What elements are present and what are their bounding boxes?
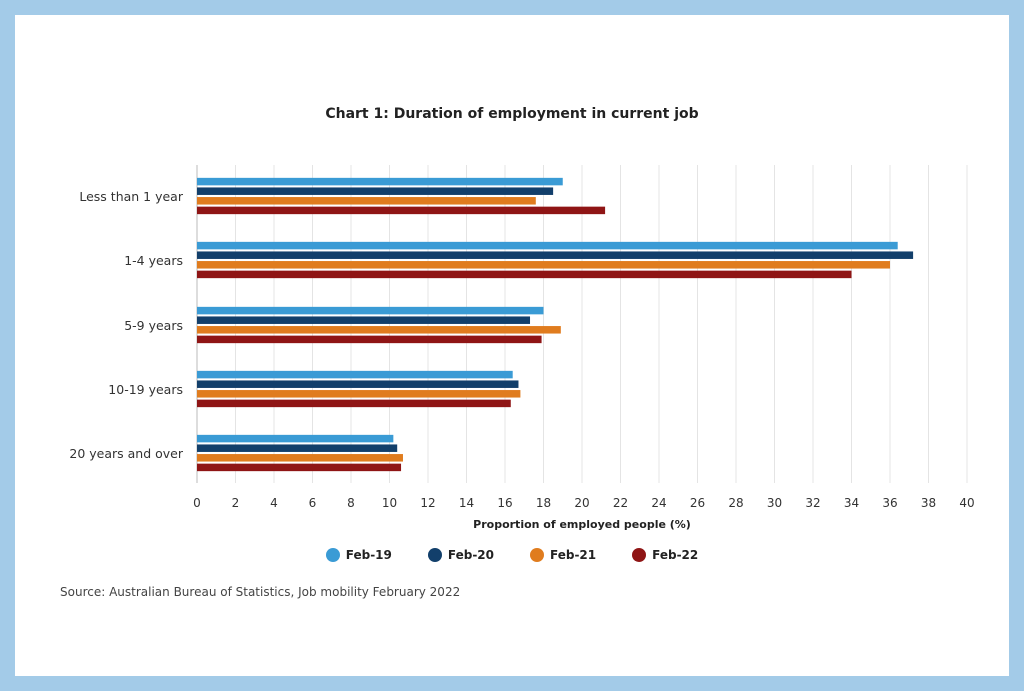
source-note: Source: Australian Bureau of Statistics,… [60, 585, 461, 599]
bar[interactable] [197, 270, 852, 279]
x-tick-label: 24 [651, 496, 666, 510]
x-tick-label: 20 [574, 496, 589, 510]
legend-item[interactable]: Feb-20 [427, 548, 494, 562]
bar[interactable] [197, 399, 511, 408]
bar[interactable] [197, 197, 536, 205]
legend-item[interactable]: Feb-22 [632, 548, 698, 562]
bar[interactable] [197, 187, 554, 195]
chart-card [15, 15, 1009, 676]
legend-label: Feb-22 [652, 548, 699, 562]
legend-swatch-icon [530, 548, 544, 562]
bar[interactable] [197, 241, 898, 250]
x-axis-label: Proportion of employed people (%) [473, 518, 691, 531]
category-label: 10-19 years [108, 382, 183, 397]
legend-swatch-icon [325, 548, 340, 562]
legend-item[interactable]: Feb-21 [530, 548, 596, 562]
chart-title: Chart 1: Duration of employment in curre… [325, 106, 699, 122]
category-label: 1-4 years [124, 253, 183, 268]
x-tick-label: 8 [347, 496, 355, 510]
bar[interactable] [197, 306, 544, 315]
x-tick-label: 4 [270, 496, 278, 510]
bar[interactable] [197, 261, 890, 269]
legend-swatch-icon [632, 548, 647, 562]
bar[interactable] [197, 454, 403, 462]
legend-item[interactable]: Feb-19 [325, 548, 392, 562]
x-tick-label: 14 [459, 496, 474, 510]
bar[interactable] [197, 335, 542, 344]
bar[interactable] [197, 326, 561, 334]
legend-label: Feb-21 [550, 548, 597, 562]
bar[interactable] [197, 206, 606, 215]
x-tick-label: 36 [882, 496, 897, 510]
category-label: 5-9 years [124, 318, 183, 333]
x-tick-label: 34 [844, 496, 859, 510]
x-tick-label: 10 [382, 496, 397, 510]
bar[interactable] [197, 177, 563, 186]
bar[interactable] [197, 434, 394, 443]
bar[interactable] [197, 390, 521, 398]
bar[interactable] [197, 463, 402, 472]
x-tick-label: 2 [232, 496, 240, 510]
x-tick-label: 18 [536, 496, 551, 510]
category-label: Less than 1 year [79, 189, 183, 204]
x-tick-label: 12 [420, 496, 435, 510]
x-tick-label: 0 [193, 496, 201, 510]
legend: Feb-19 Feb-20 Feb-21 Feb-22 [0, 548, 1024, 562]
legend-label: Feb-19 [345, 548, 392, 562]
bar[interactable] [197, 316, 531, 324]
legend-swatch-icon [427, 548, 442, 562]
bar[interactable] [197, 370, 513, 379]
legend-label: Feb-20 [447, 548, 494, 562]
x-tick-label: 40 [959, 496, 974, 510]
x-tick-label: 38 [921, 496, 936, 510]
x-tick-label: 28 [728, 496, 743, 510]
bar[interactable] [197, 251, 914, 259]
x-tick-label: 26 [690, 496, 705, 510]
bar[interactable] [197, 380, 519, 388]
bar[interactable] [197, 444, 398, 452]
x-tick-label: 32 [805, 496, 820, 510]
x-tick-label: 22 [613, 496, 628, 510]
x-tick-label: 30 [767, 496, 782, 510]
x-tick-label: 6 [309, 496, 317, 510]
category-label: 20 years and over [69, 446, 183, 461]
x-tick-label: 16 [497, 496, 512, 510]
